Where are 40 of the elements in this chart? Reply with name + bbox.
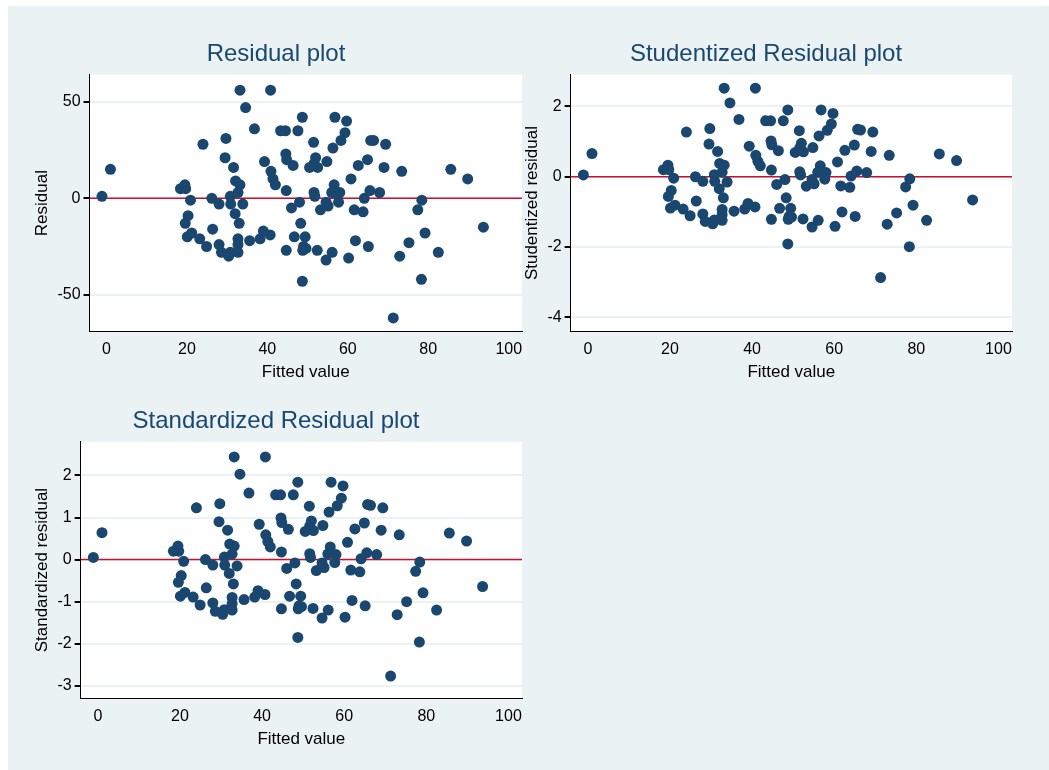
- y-axis-title: Residual: [31, 170, 51, 237]
- y-tick-label: -3: [57, 676, 72, 694]
- y-tick-label: 2: [62, 465, 72, 483]
- y-tick-label: 0: [71, 188, 81, 206]
- x-axis-title: Fitted value: [257, 729, 346, 749]
- y-tick-label: 0: [62, 549, 72, 567]
- chart-title: Residual plot: [206, 39, 346, 67]
- x-tick-label: 0: [93, 707, 103, 725]
- x-tick-label: 80: [419, 340, 438, 358]
- x-tick-label: 40: [258, 340, 277, 358]
- x-axis-title: Fitted value: [261, 362, 350, 382]
- y-axis-title: Standardized residual: [31, 487, 51, 653]
- chart-title: Standardized Residual plot: [132, 406, 420, 434]
- x-tick-label: 80: [907, 340, 926, 358]
- chart-title: Studentized Residual plot: [629, 39, 903, 67]
- y-tick-label: -4: [547, 307, 562, 325]
- x-axis-title: Fitted value: [747, 362, 836, 382]
- y-tick-label: -2: [57, 634, 72, 652]
- y-tick-label: 0: [552, 167, 562, 185]
- y-tick-label: -2: [547, 237, 562, 255]
- y-axis-title: Studentized residual: [521, 126, 541, 281]
- x-tick-label: 20: [661, 340, 679, 358]
- x-tick-label: 80: [417, 707, 436, 725]
- x-tick-label: 100: [495, 707, 522, 725]
- x-tick-label: 100: [985, 340, 1012, 358]
- x-tick-label: 100: [495, 340, 523, 358]
- y-tick-label: -1: [57, 592, 72, 610]
- x-tick-label: 60: [825, 340, 844, 358]
- y-tick-label: -50: [57, 285, 81, 303]
- x-tick-label: 0: [101, 340, 111, 358]
- x-tick-label: 20: [171, 707, 189, 725]
- x-tick-label: 0: [583, 340, 593, 358]
- x-tick-label: 20: [177, 340, 196, 358]
- x-tick-label: 60: [338, 340, 357, 358]
- y-tick-label: 50: [62, 92, 81, 110]
- x-tick-label: 60: [335, 707, 354, 725]
- x-tick-label: 40: [743, 340, 762, 358]
- y-tick-label: 1: [62, 507, 72, 525]
- x-tick-label: 40: [253, 707, 272, 725]
- y-tick-label: 2: [552, 96, 562, 114]
